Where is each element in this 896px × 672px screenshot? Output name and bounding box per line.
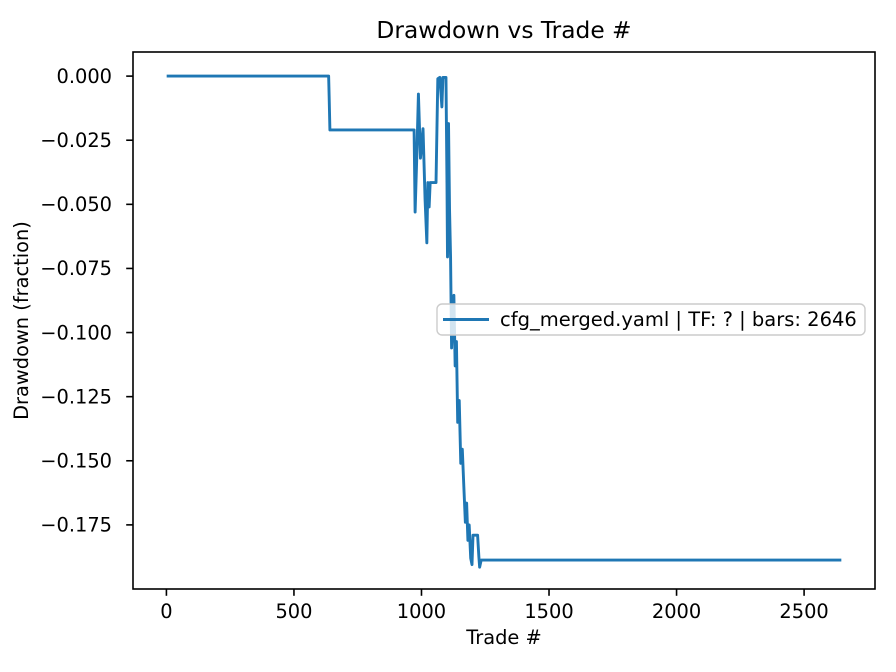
x-tick-label: 0 <box>160 600 172 623</box>
drawdown-line <box>166 74 842 569</box>
y-tick-label: −0.075 <box>40 257 112 280</box>
x-tick-label: 1000 <box>397 600 446 623</box>
x-axis-label: Trade # <box>465 626 542 649</box>
y-tick-label: −0.050 <box>40 193 112 216</box>
x-tick-label: 1500 <box>524 600 573 623</box>
y-tick-label: −0.150 <box>40 450 112 473</box>
plot-border <box>132 51 876 590</box>
legend-frame <box>436 303 866 336</box>
y-tick-label: 0.000 <box>56 65 112 88</box>
x-tick-label: 2000 <box>652 600 701 623</box>
legend-label: cfg_merged.yaml | TF: ? | bars: 2646 <box>500 308 857 331</box>
y-tick-label: −0.025 <box>40 129 112 152</box>
y-tick-label: −0.100 <box>40 321 112 344</box>
axis-ticks: 0 500 1000 1500 2000 2500 0.000 −0.025 −0.050 −0.… <box>40 65 829 623</box>
chart-title: Drawdown vs Trade # <box>376 17 631 44</box>
legend: cfg_merged.yaml | TF: ? | bars: 2646 <box>436 303 866 336</box>
x-tick-label: 2500 <box>779 600 828 623</box>
y-tick-label: −0.175 <box>40 514 112 537</box>
y-tick-label: −0.125 <box>40 385 112 408</box>
x-tick-label: 500 <box>275 600 312 623</box>
y-axis-label: Drawdown (fraction) <box>10 221 33 420</box>
